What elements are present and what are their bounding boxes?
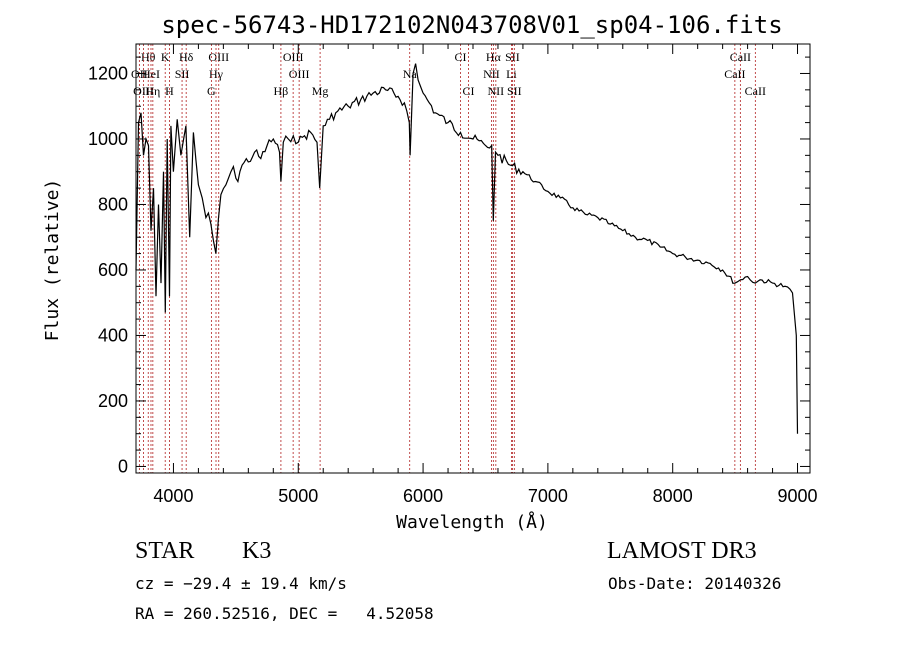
x-tick-label-4: 8000	[653, 486, 693, 506]
spectral-line-label-13: OIII	[289, 67, 310, 81]
x-tick-label-1: 5000	[278, 486, 318, 506]
spectral-line-label-12: OIII	[283, 50, 304, 64]
spectral-line-label-19: Hα	[486, 50, 502, 64]
spectral-line-label-20: SII	[505, 50, 520, 64]
redshift-text: cz = −29.4 ± 19.4 km/s	[135, 574, 347, 593]
spectral-line-label-6: SII	[175, 67, 190, 81]
x-axis-label: Wavelength (Å)	[396, 511, 548, 533]
spectral-line-label-16: Na	[403, 67, 418, 81]
spectral-line-label-25: CaII	[730, 50, 751, 64]
x-tick-label-2: 6000	[403, 486, 443, 506]
spectral-line-label-21: NII	[483, 67, 500, 81]
x-tick-label-3: 7000	[528, 486, 568, 506]
x-tick-label-5: 9000	[777, 486, 817, 506]
y-axis-label: Flux (relative)	[42, 179, 63, 342]
spectral-line-label-24: SII	[507, 84, 522, 98]
x-axis: 4000 5000 6000 7000 8000 9000	[153, 44, 818, 506]
spectral-line-label-8: Hδ	[179, 50, 194, 64]
object-class: STAR	[135, 538, 195, 564]
y-tick-label-6: 1200	[88, 63, 128, 83]
spectral-line-label-9: OIII	[208, 50, 229, 64]
plot-frame	[135, 43, 811, 474]
spectral-line-label-23: NII	[488, 84, 505, 98]
spectral-line-label-4: Hη	[145, 84, 160, 98]
spectral-line-label-22: Li	[506, 67, 517, 81]
obs-date-text: Obs-Date: 20140326	[608, 574, 782, 593]
y-tick-label-1: 200	[98, 391, 128, 411]
spectral-line-label-11: G	[207, 84, 216, 98]
y-tick-label-5: 1000	[88, 129, 128, 149]
spectral-line-label-3: OIII	[133, 84, 154, 98]
spectral-line-label-14: Hβ	[274, 84, 289, 98]
spectral-line-label-10: Hγ	[209, 67, 224, 81]
spectral-line-label-7: H	[165, 84, 174, 98]
spectral-line-label-17: CI	[455, 50, 467, 64]
spectral-line-label-18: CI	[463, 84, 475, 98]
survey-name: LAMOST DR3	[607, 538, 757, 564]
spectral-line-label-0: Hθ	[141, 50, 156, 64]
y-tick-label-4: 800	[98, 194, 128, 214]
spectral-line-label-26: CaII	[724, 67, 745, 81]
spectral-line-label-15: Mg	[312, 84, 329, 98]
y-axis: 0 200 400 600 800 1000 1200	[88, 56, 810, 476]
object-subclass: K3	[242, 538, 272, 564]
x-tick-label-0: 4000	[153, 486, 193, 506]
coordinates-text: RA = 260.52516, DEC = 4.52058	[135, 604, 434, 623]
y-tick-label-3: 600	[98, 260, 128, 280]
y-tick-label-2: 400	[98, 325, 128, 345]
spectrum-series-line	[135, 63, 799, 434]
spectral-line-label-5: K	[161, 50, 170, 64]
spectral-line-label-27: CaII	[745, 84, 766, 98]
y-tick-label-0: 0	[118, 456, 128, 476]
chart-title: spec-56743-HD172102N043708V01_sp04-106.f…	[161, 11, 782, 39]
spectral-line-label-2: HeI	[142, 67, 160, 81]
